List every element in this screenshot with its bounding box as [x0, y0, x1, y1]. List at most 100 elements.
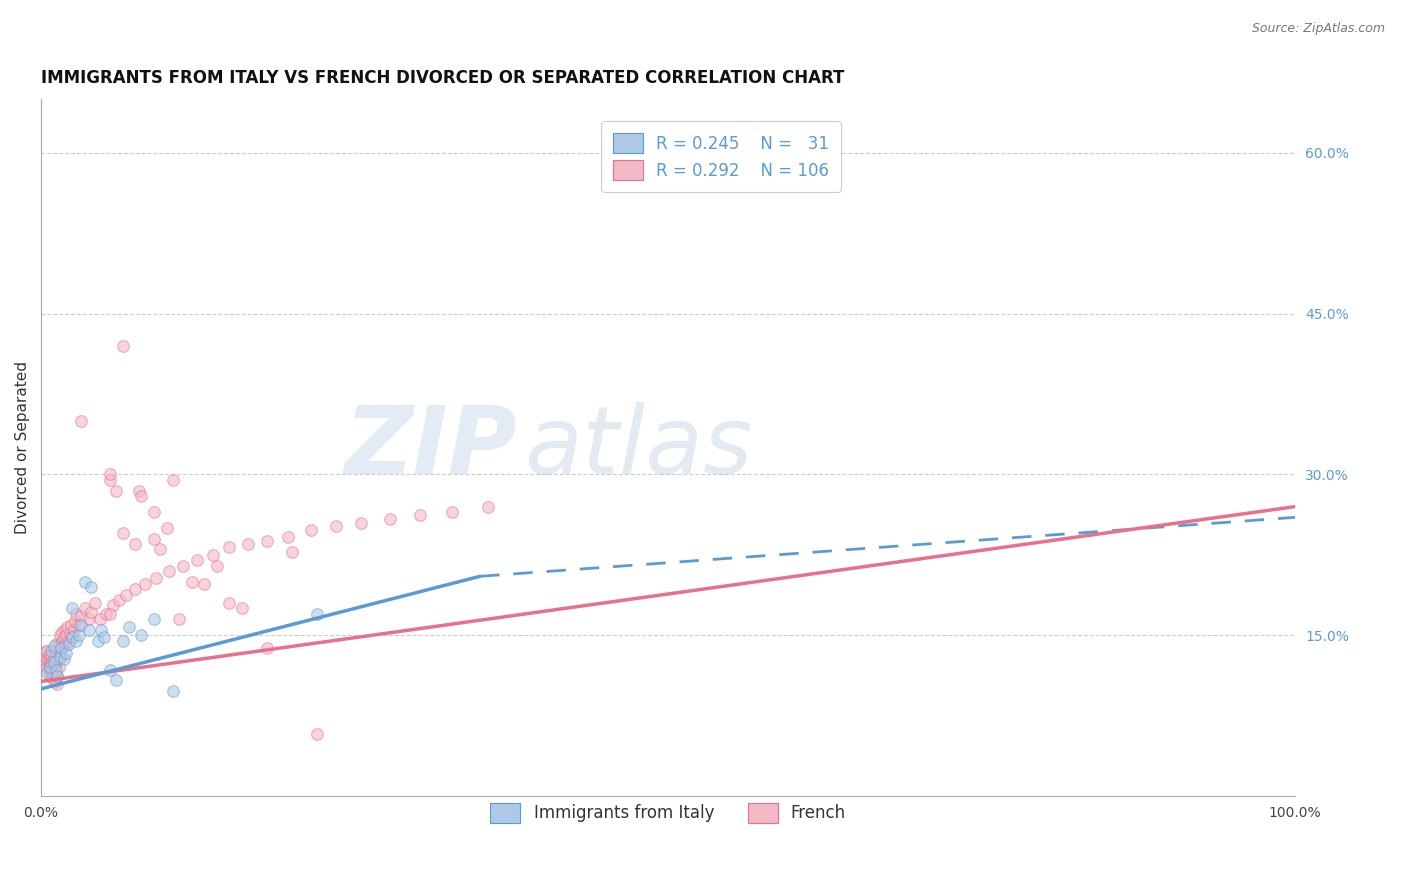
Point	[42, 665, 65, 680]
Point	[62, 601, 84, 615]
Point	[67, 617, 90, 632]
Point	[281, 544, 304, 558]
Point	[45, 663, 67, 677]
Point	[128, 483, 150, 498]
Point	[231, 601, 253, 615]
Text: atlas: atlas	[524, 402, 752, 493]
Point	[155, 521, 177, 535]
Point	[305, 727, 328, 741]
Point	[49, 628, 72, 642]
Point	[84, 596, 107, 610]
Point	[96, 607, 118, 621]
Point	[108, 593, 131, 607]
Point	[256, 641, 278, 656]
Point	[49, 637, 72, 651]
Point	[305, 607, 328, 621]
Point	[49, 644, 72, 658]
Point	[98, 473, 121, 487]
Point	[98, 467, 121, 482]
Point	[131, 489, 153, 503]
Point	[162, 473, 184, 487]
Point	[111, 633, 134, 648]
Point	[44, 675, 66, 690]
Point	[80, 605, 103, 619]
Point	[37, 644, 59, 658]
Point	[46, 669, 69, 683]
Point	[41, 671, 63, 685]
Point	[77, 623, 100, 637]
Point	[277, 530, 299, 544]
Point	[89, 612, 111, 626]
Point	[44, 668, 66, 682]
Point	[67, 628, 90, 642]
Point	[149, 542, 172, 557]
Point	[38, 658, 60, 673]
Point	[45, 644, 67, 658]
Point	[38, 660, 60, 674]
Point	[145, 571, 167, 585]
Point	[46, 676, 69, 690]
Point	[124, 537, 146, 551]
Point	[350, 516, 373, 530]
Point	[42, 673, 65, 688]
Point	[41, 663, 63, 677]
Point	[98, 607, 121, 621]
Point	[218, 596, 240, 610]
Point	[42, 658, 65, 673]
Point	[59, 626, 82, 640]
Point	[70, 414, 93, 428]
Text: IMMIGRANTS FROM ITALY VS FRENCH DIVORCED OR SEPARATED CORRELATION CHART: IMMIGRANTS FROM ITALY VS FRENCH DIVORCED…	[41, 69, 845, 87]
Point	[34, 649, 56, 664]
Point	[201, 548, 224, 562]
Point	[80, 580, 103, 594]
Point	[236, 537, 259, 551]
Point	[477, 500, 499, 514]
Point	[205, 558, 228, 573]
Point	[63, 615, 86, 629]
Point	[90, 623, 112, 637]
Legend: Immigrants from Italy, French: Immigrants from Italy, French	[481, 793, 856, 833]
Point	[105, 483, 128, 498]
Point	[58, 637, 80, 651]
Point	[55, 647, 77, 661]
Point	[51, 641, 73, 656]
Point	[186, 553, 208, 567]
Point	[44, 660, 66, 674]
Point	[37, 652, 59, 666]
Point	[56, 620, 79, 634]
Point	[256, 533, 278, 548]
Point	[35, 644, 58, 658]
Point	[45, 637, 67, 651]
Point	[65, 633, 87, 648]
Point	[39, 669, 62, 683]
Point	[55, 636, 77, 650]
Point	[73, 601, 96, 615]
Point	[441, 505, 464, 519]
Point	[45, 652, 67, 666]
Point	[62, 623, 84, 637]
Point	[46, 669, 69, 683]
Point	[38, 649, 60, 664]
Point	[39, 644, 62, 658]
Point	[325, 519, 347, 533]
Point	[51, 641, 73, 656]
Point	[37, 660, 59, 674]
Point	[42, 649, 65, 664]
Point	[39, 663, 62, 677]
Point	[143, 505, 166, 519]
Point	[58, 633, 80, 648]
Point	[65, 607, 87, 621]
Point	[37, 665, 59, 680]
Point	[111, 526, 134, 541]
Point	[52, 639, 75, 653]
Point	[77, 612, 100, 626]
Point	[51, 649, 73, 664]
Point	[41, 655, 63, 669]
Point	[53, 623, 76, 637]
Point	[131, 628, 153, 642]
Point	[70, 617, 93, 632]
Point	[52, 631, 75, 645]
Point	[118, 620, 141, 634]
Point	[42, 655, 65, 669]
Point	[42, 639, 65, 653]
